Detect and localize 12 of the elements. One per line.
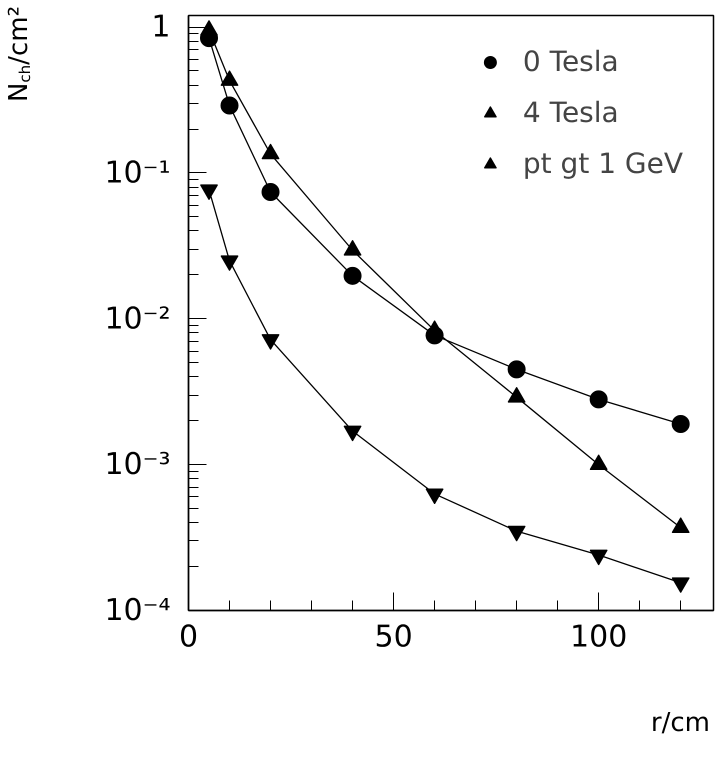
y-tick-label: 1 [151,10,171,45]
x-tick-label: 0 [178,620,198,654]
x-axis-title: r/cm [650,708,710,738]
y-tick-label: 10⁻¹ [104,155,171,190]
y-tick-label: 10⁻² [104,301,171,336]
x-tick-label: 50 [374,620,413,654]
x-tick-label: 100 [570,620,628,654]
legend-label: 4 Tesla [522,96,619,129]
y-tick-label: 10⁻³ [104,447,171,482]
legend-label: pt gt 1 GeV [522,147,683,180]
legend-label: 0 Tesla [522,45,619,78]
y-tick-label: 10⁻⁴ [104,593,171,628]
